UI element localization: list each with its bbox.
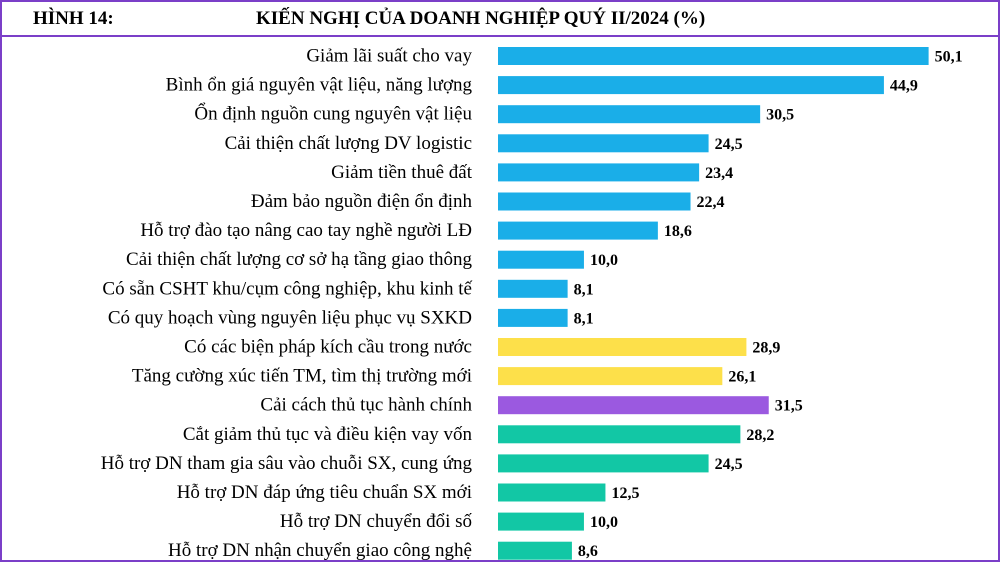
value-label: 10,0 <box>590 252 618 269</box>
bar <box>498 483 606 502</box>
category-label: Cắt giảm thủ tục và điều kiện vay vốn <box>183 424 473 445</box>
value-label: 18,6 <box>664 223 692 240</box>
value-label: 8,1 <box>574 281 594 298</box>
bar <box>498 134 709 153</box>
category-label: Cải cách thủ tục hành chính <box>260 395 472 416</box>
bar <box>498 76 884 95</box>
category-label: Cải thiện chất lượng DV logistic <box>225 133 472 154</box>
bar <box>498 396 769 415</box>
value-label: 8,1 <box>574 310 594 327</box>
figure-header: HÌNH 14: KIẾN NGHỊ CỦA DOANH NGHIỆP QUÝ … <box>2 2 998 37</box>
value-label: 30,5 <box>766 107 794 124</box>
category-label: Bình ổn giá nguyên vật liệu, năng lượng <box>166 75 473 96</box>
category-label: Hỗ trợ DN chuyển đổi số <box>280 511 473 532</box>
bar <box>498 367 723 386</box>
category-label: Hỗ trợ DN tham gia sâu vào chuỗi SX, cun… <box>101 453 473 474</box>
value-label: 31,5 <box>775 398 803 415</box>
bar <box>498 425 741 444</box>
value-label: 22,4 <box>697 194 725 211</box>
category-label: Giảm lãi suất cho vay <box>306 46 472 67</box>
value-label: 24,5 <box>715 456 743 473</box>
category-label: Đảm bảo nguồn điện ổn định <box>251 191 473 212</box>
value-label: 24,5 <box>715 136 743 153</box>
bar <box>498 47 929 65</box>
value-label: 50,1 <box>935 49 963 66</box>
value-label: 23,4 <box>705 165 733 182</box>
bar <box>498 338 747 356</box>
category-label: Hỗ trợ đào tạo nâng cao tay nghề người L… <box>140 220 472 241</box>
bar <box>498 512 584 531</box>
figure-title: KIẾN NGHỊ CỦA DOANH NGHIỆP QUÝ II/2024 (… <box>256 8 706 29</box>
bar <box>498 454 709 473</box>
category-label: Cải thiện chất lượng cơ sở hạ tầng giao … <box>126 249 472 270</box>
category-label: Tăng cường xúc tiến TM, tìm thị trường m… <box>132 366 472 387</box>
bar <box>498 163 700 182</box>
value-label: 28,2 <box>746 427 774 444</box>
category-label: Hỗ trợ DN nhận chuyển giao công nghệ <box>168 540 472 561</box>
bar <box>498 105 761 124</box>
value-label: 8,6 <box>578 543 598 560</box>
category-label: Có các biện pháp kích cầu trong nước <box>184 337 472 358</box>
figure-label: HÌNH 14: <box>33 8 114 29</box>
category-label: Ổn định nguồn cung nguyên vật liệu <box>194 103 472 125</box>
category-label: Có sẵn CSHT khu/cụm công nghiệp, khu kin… <box>102 278 472 299</box>
bar <box>498 221 658 240</box>
bar <box>498 308 568 327</box>
bar <box>498 192 691 211</box>
bar <box>498 250 584 269</box>
category-label: Hỗ trợ DN đáp ứng tiêu chuẩn SX mới <box>177 482 472 503</box>
value-label: 10,0 <box>590 514 618 531</box>
bar <box>498 541 572 560</box>
category-label: Có quy hoạch vùng nguyên liệu phục vụ SX… <box>108 307 472 328</box>
category-label: Giảm tiền thuê đất <box>331 162 473 183</box>
bar <box>498 279 568 298</box>
value-label: 26,1 <box>728 369 756 386</box>
value-label: 28,9 <box>752 340 780 357</box>
value-label: 12,5 <box>611 485 639 502</box>
value-label: 44,9 <box>890 78 918 95</box>
